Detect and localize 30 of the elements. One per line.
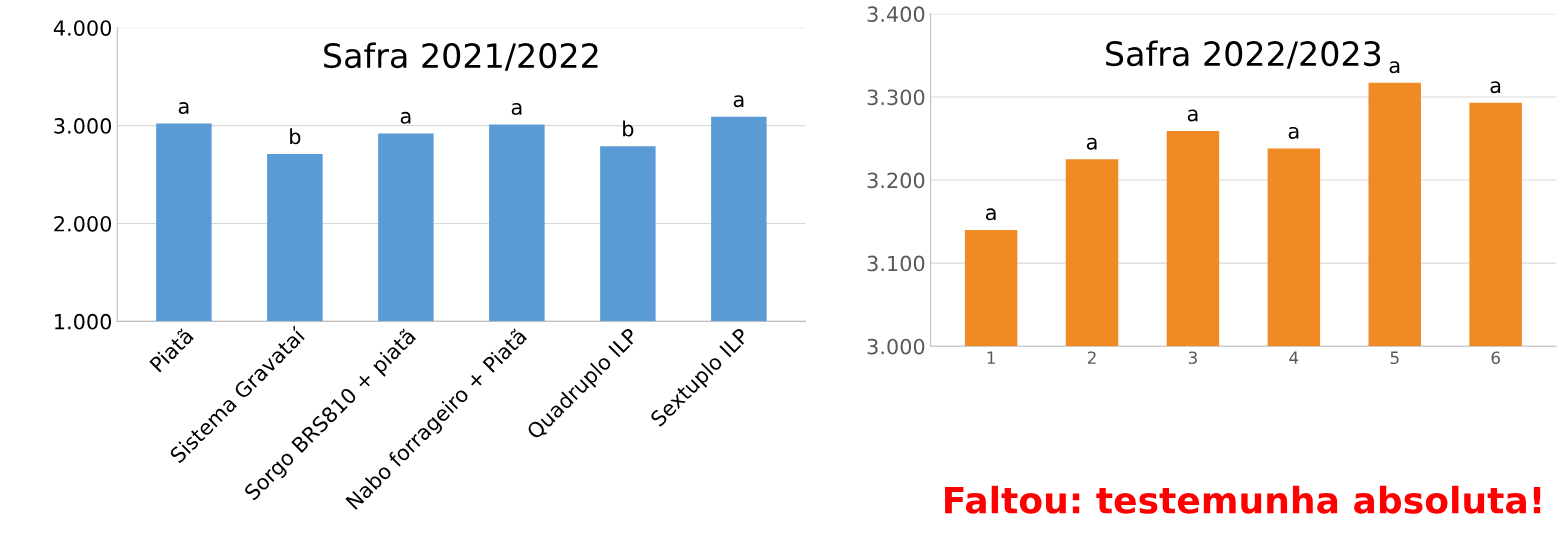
y-tick-label: 1.000	[55, 313, 112, 330]
x-tick-label: 1	[987, 351, 995, 364]
y-tick-label: 3.100	[867, 255, 925, 272]
y-tick-label: 3.000	[867, 338, 925, 355]
annotation: a	[1086, 137, 1097, 150]
chart-title: Safra 2021/2022	[324, 42, 598, 71]
annotation: a	[1389, 61, 1400, 74]
y-tick-label: 3.400	[867, 6, 925, 23]
y-tick-label: 3.300	[867, 89, 925, 106]
annotation: a	[178, 102, 189, 115]
x-tick-label: 6	[1491, 351, 1500, 365]
annotation: a	[1288, 126, 1299, 139]
annotation: a	[1187, 109, 1198, 122]
y-tick-label: 3.200	[867, 172, 925, 189]
y-tick-label: 3.000	[54, 118, 112, 134]
text: Faltou: testemunha absoluta!	[945, 485, 1541, 514]
annotation: a	[1490, 81, 1501, 94]
annotation: b	[623, 120, 634, 137]
annotation: a	[511, 103, 522, 115]
x-tick-label: 4	[1289, 351, 1299, 364]
x-tick-label: 2	[1087, 351, 1096, 364]
annotation: a	[985, 208, 996, 221]
y-tick-label: 2.000	[54, 215, 112, 232]
text: Safra 2022/2023	[1106, 40, 1381, 69]
x-tick-label: 5	[1390, 351, 1399, 365]
y-tick-label: 4.000	[53, 20, 112, 36]
annotation: b	[290, 128, 301, 145]
annotation: a	[400, 111, 411, 124]
x-tick-label: 3	[1188, 351, 1197, 365]
annotation: a	[733, 95, 744, 108]
